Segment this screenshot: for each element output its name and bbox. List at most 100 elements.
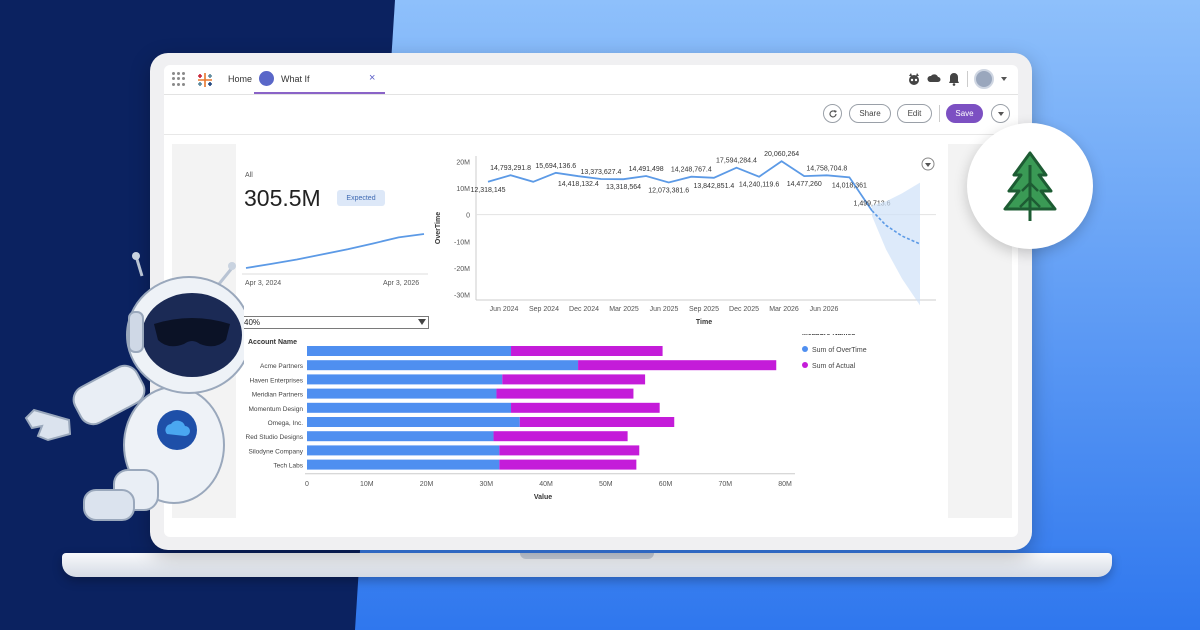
chevron-down-icon: [418, 319, 426, 325]
bar-segment: [499, 445, 640, 456]
bar-segment: [307, 417, 520, 427]
what-if-tab-icon: [259, 71, 274, 86]
percent-selector[interactable]: 40%: [241, 316, 429, 329]
kpi-badge: Expected: [337, 190, 385, 206]
y-tick-label: -30M: [454, 293, 470, 300]
overtime-series-line: [487, 160, 873, 212]
x-tick-label: Jun 2026: [810, 306, 839, 313]
bell-icon[interactable]: [947, 72, 961, 86]
data-label: 12,073,381.6: [648, 187, 689, 194]
category-label: Omega, Inc.: [268, 420, 304, 427]
laptop-screen: Home What If × Share Edit Sav: [150, 53, 1032, 550]
avatar-icon[interactable]: [974, 69, 994, 89]
data-label: 14,793,291.8: [490, 165, 531, 172]
close-icon[interactable]: ×: [369, 72, 376, 84]
category-label: Tech Labs: [273, 463, 303, 470]
account-bar-chart: Account Name Acme Partners Haven Enterpris…: [246, 334, 867, 501]
data-label: 13,842,851.4: [693, 183, 734, 190]
x-tick-label: 70M: [718, 481, 732, 488]
top-navigation-bar: Home What If ×: [164, 65, 1018, 95]
app-window: Home What If × Share Edit Sav: [164, 65, 1018, 537]
legend-title: Measure Names: [802, 334, 855, 337]
x-tick-label: Mar 2026: [769, 306, 799, 313]
y-tick-label: 10M: [456, 186, 470, 193]
category-label: Acme Partners: [260, 363, 304, 370]
chevron-down-icon: [925, 163, 931, 167]
tab-home[interactable]: Home: [228, 74, 253, 84]
x-tick-label: 40M: [539, 481, 553, 488]
save-button[interactable]: Save: [946, 104, 983, 123]
bar-segment: [307, 459, 500, 470]
x-axis-title: Value: [534, 494, 552, 501]
tab-what-if[interactable]: What If ×: [254, 65, 385, 94]
y-tick-label: -20M: [454, 266, 470, 273]
chevron-down-icon: [997, 111, 1004, 116]
pine-tree-icon: [1003, 151, 1057, 221]
x-tick-label: Sep 2025: [689, 306, 719, 313]
apps-grid-icon[interactable]: [172, 72, 186, 86]
x-tick-label: Mar 2025: [609, 306, 639, 313]
bar-segment: [307, 445, 500, 456]
tableau-logo-icon[interactable]: [196, 71, 214, 89]
refresh-button[interactable]: [823, 104, 842, 123]
category-label: Haven Enterprises: [250, 377, 304, 384]
bar-segment: [578, 360, 777, 371]
legend-swatch: [802, 362, 808, 368]
data-label: 13,318,564: [606, 184, 641, 191]
y-axis-title: Account Name: [248, 339, 297, 346]
chevron-down-icon[interactable]: [1000, 75, 1008, 83]
x-tick-label: Dec 2025: [729, 306, 759, 313]
share-button[interactable]: Share: [849, 104, 891, 123]
kpi-sparkline: [242, 233, 428, 275]
legend-label: Sum of Actual: [812, 363, 856, 370]
data-label: 14,018,361: [832, 182, 867, 189]
bar-segment: [307, 388, 497, 399]
data-label: 20,060,264: [764, 151, 799, 158]
y-tick-label: -10M: [454, 239, 470, 246]
data-label: 1,499,713.6: [854, 201, 891, 208]
x-tick-label: 20M: [420, 481, 434, 488]
x-tick-label: Jun 2025: [650, 306, 679, 313]
kpi-label: All: [245, 172, 253, 179]
legend-swatch: [802, 346, 808, 352]
x-tick-label: 10M: [360, 481, 374, 488]
bar-segment: [307, 346, 512, 356]
sparkline-line: [245, 233, 425, 269]
x-axis-title: Time: [696, 319, 712, 326]
category-label: Meridian Partners: [252, 392, 304, 399]
kpi-value: 305.5M: [244, 185, 321, 211]
edit-button[interactable]: Edit: [897, 104, 932, 123]
agent-icon[interactable]: [907, 72, 921, 86]
x-tick-label: 0: [305, 481, 309, 488]
data-label: 14,418,132.4: [558, 181, 599, 188]
bar-segment: [307, 402, 512, 413]
bar-segment: [307, 360, 579, 371]
tree-badge: [967, 123, 1093, 249]
overtime-line-chart: 20M 10M 0 -10M -20M -30M OverTime Jun 2024 Sep 2…: [435, 151, 936, 326]
top-right-icons: [907, 69, 1008, 89]
y-axis-title: OverTime: [435, 212, 442, 244]
refresh-icon: [828, 109, 837, 117]
bar-segment: [519, 417, 675, 427]
toolbar: Share Edit Save: [164, 95, 1018, 135]
data-label: 14,477,260: [787, 181, 822, 188]
x-tick-label: 60M: [659, 481, 673, 488]
forecast-line: [871, 210, 921, 245]
data-label: 14,491,498: [629, 166, 664, 173]
data-label: 15,694,136.6: [535, 163, 576, 170]
more-button[interactable]: [991, 104, 1010, 123]
dashboard: All 305.5M Expected Apr 3, 2024 Apr 3, 2…: [172, 144, 1012, 518]
x-tick-label: Jun 2024: [490, 306, 519, 313]
x-tick-label: 50M: [599, 481, 613, 488]
category-label: Red Studio Designs: [246, 434, 304, 441]
y-tick-label: 20M: [456, 159, 470, 166]
bar-segment: [511, 402, 660, 413]
bar-segment: [502, 374, 646, 385]
bar-segment: [307, 431, 494, 442]
y-tick-label: 0: [466, 213, 470, 220]
bar-segment: [493, 431, 628, 442]
bar-segment: [307, 374, 503, 385]
cloud-icon[interactable]: [927, 72, 941, 86]
x-tick-label: 30M: [479, 481, 493, 488]
bar-segment: [499, 459, 637, 470]
